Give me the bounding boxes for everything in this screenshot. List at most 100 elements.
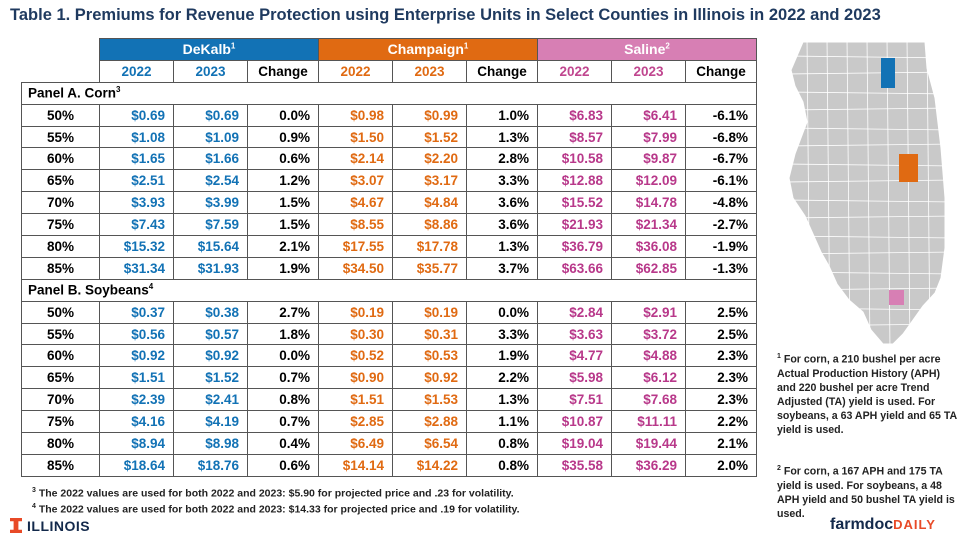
premium-cell: $8.57 [537,125,612,149]
premium-cell: 3.7% [466,256,538,280]
county-line [789,343,945,344]
premium-table: DeKalb1 Champaign1 Saline2 2022 2023 Cha… [21,38,757,477]
county-line [789,143,945,147]
premium-cell: 1.3% [466,125,538,149]
county-header-saline: Saline2 [537,38,757,61]
premium-cell: 1.3% [466,388,538,412]
coverage-level-cell: 55% [21,125,100,149]
premium-cell: $4.67 [318,191,393,215]
premium-cell: $3.63 [537,322,612,346]
premium-cell: $7.43 [99,213,174,237]
premium-cell: -6.7% [685,147,757,171]
coverage-level-cell: 55% [21,322,100,346]
premium-cell: $18.64 [99,453,174,477]
premium-cell: $63.66 [537,256,612,280]
premium-cell: $17.78 [392,235,467,258]
col-header: 2022 [537,59,612,83]
premium-cell: 0.8% [466,432,538,455]
premium-cell: $2.84 [537,300,612,324]
county-line [789,163,945,167]
premium-cell: 1.2% [247,169,319,193]
premium-cell: $11.11 [611,410,686,434]
table-row: 60% $1.65 $1.66 0.6% $2.14 $2.20 2.8% $10.58 $9.… [21,147,757,171]
table-row: 85% $18.64 $18.76 0.6% $14.14 $14.22 0.8% $35.5… [21,453,757,477]
premium-cell: $62.85 [611,256,686,280]
coverage-level-cell: 85% [21,453,100,477]
premium-cell: $7.99 [611,125,686,149]
premium-cell: 0.0% [247,344,319,368]
coverage-level-cell: 75% [21,213,100,237]
county-line [789,107,945,111]
premium-cell: $14.78 [611,191,686,215]
col-header: 2022 [99,59,174,83]
table-row: 65% $2.51 $2.54 1.2% $3.07 $3.17 3.3% $12.88 $12… [21,169,757,193]
premium-cell: 2.3% [685,344,757,368]
premium-cell: $3.17 [392,169,467,193]
premium-cell: 0.6% [247,453,319,477]
premium-cell: $0.92 [99,344,174,368]
premium-cell: $4.16 [99,410,174,434]
premium-cell: 0.7% [247,366,319,390]
premium-cell: $0.19 [392,300,467,324]
premium-cell: $1.51 [99,366,174,390]
premium-cell: -1.9% [685,235,757,258]
premium-cell: $7.68 [611,388,686,412]
premium-cell: $18.76 [173,453,248,477]
premium-cell: $1.52 [173,366,248,390]
table-row: 70% $2.39 $2.41 0.8% $1.51 $1.53 1.3% $7.51 $7.6… [21,388,757,412]
premium-cell: $7.51 [537,388,612,412]
panel-a-label: Panel A. Corn3 [21,81,757,105]
premium-cell: $10.58 [537,147,612,171]
premium-cell: 2.3% [685,388,757,412]
panel-b-label: Panel B. Soybeans4 [21,278,757,302]
premium-cell: 0.0% [247,103,319,127]
col-header: 2023 [392,59,467,83]
table-row: 55% $0.56 $0.57 1.8% $0.30 $0.31 3.3% $3.63 $3.7… [21,322,757,346]
premium-cell: $1.52 [392,125,467,149]
premium-cell: $12.88 [537,169,612,193]
premium-cell: -6.8% [685,125,757,149]
premium-cell: $2.39 [99,388,174,412]
coverage-level-cell: 65% [21,169,100,193]
county-header-row: DeKalb1 Champaign1 Saline2 [22,38,757,61]
premium-cell: $6.41 [611,103,686,127]
col-header: Change [466,59,538,83]
table-row: 80% $8.94 $8.98 0.4% $6.49 $6.54 0.8% $19.04 $19… [21,432,757,455]
premium-cell: 1.9% [247,256,319,280]
premium-cell: 2.5% [685,300,757,324]
premium-cell: $35.77 [392,256,467,280]
premium-cell: $12.09 [611,169,686,193]
county-line [789,179,945,183]
premium-cell: $4.19 [173,410,248,434]
table-row: 85% $31.34 $31.93 1.9% $34.50 $35.77 3.7% $63.6… [21,256,757,280]
premium-cell: $0.90 [318,366,393,390]
premium-cell: $36.79 [537,235,612,258]
premium-cell: $1.09 [173,125,248,149]
premium-cell: $0.56 [99,322,174,346]
table-row: 75% $7.43 $7.59 1.5% $8.55 $8.86 3.6% $21.93 $21… [21,213,757,237]
premium-cell: $8.86 [392,213,467,237]
col-header: 2023 [611,59,686,83]
saline-county [889,290,904,305]
table-row: 50% $0.69 $0.69 0.0% $0.98 $0.99 1.0% $6.83 $6.4… [21,103,757,127]
note-2: 2 For corn, a 167 APH and 175 TA yield i… [777,465,955,520]
premium-cell: $0.69 [99,103,174,127]
farmdoc-daily-logo: farmdocDAILY [830,516,936,533]
premium-cell: $1.50 [318,125,393,149]
premium-cell: $0.92 [392,366,467,390]
illinois-logo: ILLINOIS [10,518,90,534]
premium-cell: 1.1% [466,410,538,434]
county-line [789,91,945,95]
coverage-level-cell: 80% [21,432,100,455]
county-line [789,215,945,219]
premium-cell: $0.31 [392,322,467,346]
premium-cell: $0.99 [392,103,467,127]
premium-cell: $4.77 [537,344,612,368]
premium-cell: 2.3% [685,366,757,390]
premium-cell: $0.30 [318,322,393,346]
premium-cell: 0.9% [247,125,319,149]
premium-cell: $1.65 [99,147,174,171]
footnote-3: 3 The 2022 values are used for both 2022… [32,487,514,500]
premium-cell: $8.98 [173,432,248,455]
premium-cell: $14.22 [392,453,467,477]
